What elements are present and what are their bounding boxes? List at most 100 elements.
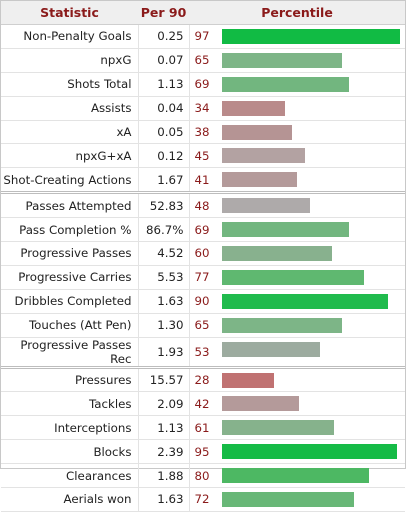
percentile-cell: 34 xyxy=(189,96,405,121)
percentile-bar xyxy=(221,372,274,388)
percentile-value: 90 xyxy=(194,294,210,309)
table-row: Aerials won 1.63 72 xyxy=(1,487,405,512)
stat-label: Shots Total xyxy=(1,72,139,97)
percentile-value: 48 xyxy=(194,198,210,213)
percentile-bar xyxy=(221,444,397,460)
per90-value: 0.07 xyxy=(138,48,190,73)
table-row: Touches (Att Pen) 1.30 65 xyxy=(1,313,405,338)
per90-value: 52.83 xyxy=(138,192,190,219)
per90-value: 5.53 xyxy=(138,265,190,290)
percentile-value: 72 xyxy=(194,492,210,507)
table-row: Tackles 2.09 42 xyxy=(1,391,405,417)
header-row: Statistic Per 90 Percentile xyxy=(1,1,405,25)
percentile-value: 77 xyxy=(194,270,210,285)
percentile-cell: 42 xyxy=(189,391,405,417)
table-row: Non-Penalty Goals 0.25 97 xyxy=(1,24,405,49)
per90-value: 1.30 xyxy=(138,313,190,338)
percentile-cell: 41 xyxy=(189,167,405,195)
stat-label: Pressures xyxy=(1,367,139,393)
percentile-cell: 97 xyxy=(189,24,405,49)
per90-value: 86.7% xyxy=(138,217,190,243)
stat-label: Blocks xyxy=(1,439,139,465)
percentile-value: 53 xyxy=(194,344,210,359)
table-row: Pressures 15.57 28 xyxy=(1,367,405,393)
percentile-cell: 60 xyxy=(189,241,405,266)
percentile-cell: 90 xyxy=(189,289,405,314)
per90-value: 2.09 xyxy=(138,391,190,417)
per90-value: 4.52 xyxy=(138,241,190,266)
stat-label: npxG+xA xyxy=(1,143,139,169)
table-row: xA 0.05 38 xyxy=(1,120,405,145)
percentile-bar xyxy=(221,198,310,214)
percentile-cell: 45 xyxy=(189,143,405,169)
per90-value: 1.13 xyxy=(138,72,190,97)
per90-value: 1.67 xyxy=(138,167,190,195)
percentile-cell: 65 xyxy=(189,313,405,338)
percentile-bar xyxy=(221,341,320,357)
percentile-bar xyxy=(221,76,349,92)
percentile-value: 61 xyxy=(194,420,210,435)
percentile-cell: 72 xyxy=(189,487,405,512)
percentile-bar xyxy=(221,396,299,412)
percentile-bar xyxy=(221,29,400,44)
percentile-value: 38 xyxy=(194,125,210,139)
per90-value: 0.25 xyxy=(138,24,190,49)
percentile-value: 97 xyxy=(194,29,210,44)
percentile-bar xyxy=(221,124,292,140)
percentile-value: 42 xyxy=(194,396,210,411)
header-statistic[interactable]: Statistic xyxy=(1,1,138,25)
stat-label: Non-Penalty Goals xyxy=(1,24,139,49)
per90-value: 0.04 xyxy=(138,96,190,121)
table-row: Blocks 2.39 95 xyxy=(1,439,405,465)
percentile-value: 69 xyxy=(194,77,210,92)
table-row: Pass Completion % 86.7% 69 xyxy=(1,217,405,243)
stat-label: Assists xyxy=(1,96,139,121)
table-row: Clearances 1.88 80 xyxy=(1,463,405,489)
stat-label: Tackles xyxy=(1,391,139,417)
percentile-value: 41 xyxy=(194,172,210,187)
percentile-value: 69 xyxy=(194,222,210,237)
stat-label: Aerials won xyxy=(1,487,139,512)
per90-value: 1.63 xyxy=(138,487,190,512)
table-row: Shot-Creating Actions 1.67 41 xyxy=(1,167,405,195)
percentile-value: 65 xyxy=(194,318,210,333)
table-row: npxG 0.07 65 xyxy=(1,48,405,73)
percentile-value: 34 xyxy=(194,101,210,116)
percentile-cell: 69 xyxy=(189,72,405,97)
percentile-value: 80 xyxy=(194,468,210,483)
percentile-cell: 65 xyxy=(189,48,405,73)
per90-value: 15.57 xyxy=(138,367,190,393)
percentile-bar xyxy=(221,172,297,188)
stat-label: Progressive Carries xyxy=(1,265,139,290)
stat-label: Touches (Att Pen) xyxy=(1,313,139,338)
stat-label: xA xyxy=(1,120,139,145)
percentile-bar xyxy=(221,148,305,164)
table-row: Assists 0.04 34 xyxy=(1,96,405,121)
percentile-bar xyxy=(221,468,369,484)
percentile-bar xyxy=(221,293,388,309)
percentile-cell: 48 xyxy=(189,192,405,219)
stat-label: Clearances xyxy=(1,463,139,489)
table-row: Progressive Carries 5.53 77 xyxy=(1,265,405,290)
per90-value: 0.05 xyxy=(138,120,190,145)
percentile-bar xyxy=(221,269,364,285)
header-per90[interactable]: Per 90 xyxy=(138,1,189,25)
percentile-bar xyxy=(221,492,354,508)
percentile-value: 60 xyxy=(194,246,210,261)
per90-value: 1.13 xyxy=(138,415,190,441)
percentile-cell: 61 xyxy=(189,415,405,441)
percentile-cell: 53 xyxy=(189,337,405,369)
table-body: Non-Penalty Goals 0.25 97 npxG 0.07 65 Shots T… xyxy=(1,24,405,512)
table-row: Interceptions 1.13 61 xyxy=(1,415,405,441)
table-row: npxG+xA 0.12 45 xyxy=(1,143,405,169)
stat-label: Shot-Creating Actions xyxy=(1,167,139,195)
percentile-bar xyxy=(221,222,349,238)
percentile-cell: 28 xyxy=(189,367,405,393)
percentile-value: 45 xyxy=(194,148,210,163)
header-percentile[interactable]: Percentile xyxy=(189,1,405,25)
percentile-cell: 95 xyxy=(189,439,405,465)
percentile-value: 65 xyxy=(194,53,210,68)
table-row: Dribbles Completed 1.63 90 xyxy=(1,289,405,314)
